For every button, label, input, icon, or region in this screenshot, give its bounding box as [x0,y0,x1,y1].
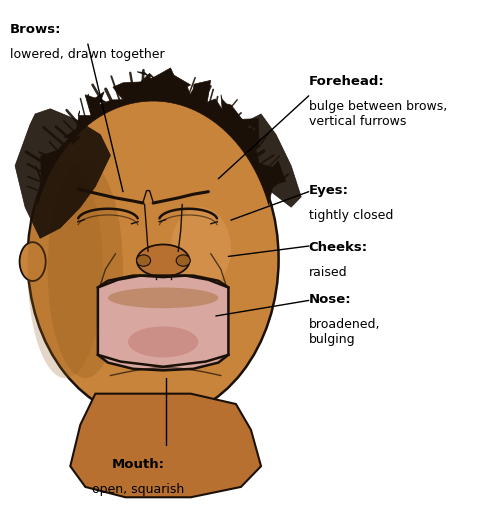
Ellipse shape [128,326,198,357]
Text: raised: raised [308,266,347,279]
Ellipse shape [108,287,218,308]
Ellipse shape [20,242,46,281]
Ellipse shape [28,98,278,420]
Ellipse shape [48,161,123,378]
Ellipse shape [170,207,230,290]
Ellipse shape [136,244,189,277]
Text: tightly closed: tightly closed [308,209,392,222]
Text: lowered, drawn together: lowered, drawn together [10,48,164,61]
Polygon shape [36,68,285,205]
Ellipse shape [28,161,103,378]
Text: Brows:: Brows: [10,23,62,36]
Text: Mouth:: Mouth: [111,458,164,471]
Text: broadened,
bulging: broadened, bulging [308,318,379,346]
Text: bulge between brows,
vertical furrows: bulge between brows, vertical furrows [308,100,446,128]
Ellipse shape [136,255,150,266]
Ellipse shape [176,255,190,266]
Polygon shape [15,109,110,238]
Text: Cheeks:: Cheeks: [308,241,367,254]
Polygon shape [240,114,301,207]
Text: Forehead:: Forehead: [308,75,384,88]
Text: open, squarish: open, squarish [92,483,184,496]
Text: Eyes:: Eyes: [308,184,348,197]
Polygon shape [70,394,261,497]
Text: Nose:: Nose: [308,293,351,306]
Polygon shape [98,276,228,370]
